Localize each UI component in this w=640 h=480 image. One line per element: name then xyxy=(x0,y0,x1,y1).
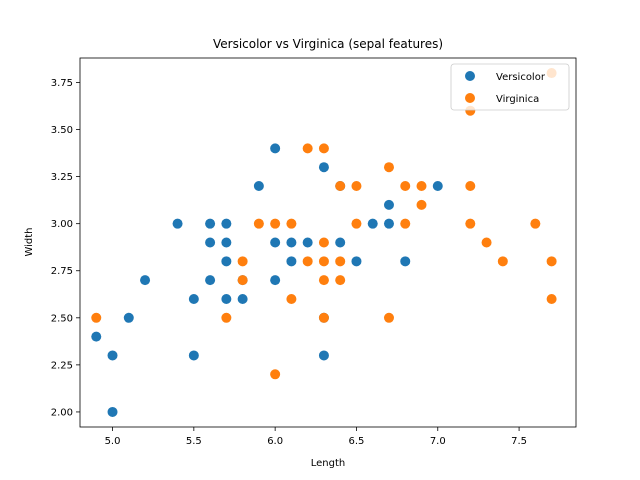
point-virginica xyxy=(546,293,557,304)
point-versicolor xyxy=(205,218,216,229)
point-versicolor xyxy=(286,256,297,267)
x-tick-label: 7.5 xyxy=(511,436,527,447)
y-axis-label: Width xyxy=(24,227,35,256)
point-virginica xyxy=(400,218,411,229)
legend-marker-versicolor xyxy=(465,71,475,81)
point-versicolor xyxy=(188,350,199,361)
point-versicolor xyxy=(286,237,297,248)
x-axis-label: Length xyxy=(311,458,346,469)
point-virginica xyxy=(335,275,346,286)
point-versicolor xyxy=(351,256,362,267)
point-versicolor xyxy=(432,181,443,192)
point-versicolor xyxy=(205,275,216,286)
point-versicolor xyxy=(253,181,264,192)
point-versicolor xyxy=(318,350,329,361)
legend-marker-virginica xyxy=(465,93,475,103)
point-versicolor xyxy=(318,162,329,173)
point-virginica xyxy=(416,181,427,192)
point-virginica xyxy=(91,312,102,323)
point-virginica xyxy=(318,143,329,154)
point-virginica xyxy=(270,369,281,380)
y-tick-label: 2.00 xyxy=(51,407,73,418)
point-virginica xyxy=(302,143,313,154)
y-tick-label: 2.25 xyxy=(51,360,73,371)
x-tick-label: 5.5 xyxy=(186,436,202,447)
point-versicolor xyxy=(221,218,232,229)
point-versicolor xyxy=(123,312,134,323)
y-tick-label: 2.75 xyxy=(51,266,73,277)
legend-label-virginica: Virginica xyxy=(496,94,539,105)
point-versicolor xyxy=(221,237,232,248)
point-versicolor xyxy=(107,350,118,361)
point-virginica xyxy=(465,218,476,229)
point-virginica xyxy=(400,181,411,192)
point-virginica xyxy=(270,218,281,229)
point-virginica xyxy=(351,218,362,229)
point-virginica xyxy=(481,237,492,248)
legend-label-versicolor: Versicolor xyxy=(496,72,546,83)
point-versicolor xyxy=(188,293,199,304)
point-versicolor xyxy=(221,293,232,304)
point-versicolor xyxy=(140,275,151,286)
point-versicolor xyxy=(270,237,281,248)
point-versicolor xyxy=(383,218,394,229)
point-versicolor xyxy=(270,275,281,286)
x-tick-label: 7.0 xyxy=(430,436,446,447)
point-virginica xyxy=(351,181,362,192)
point-versicolor xyxy=(270,143,281,154)
point-virginica xyxy=(465,181,476,192)
point-versicolor xyxy=(91,331,102,342)
point-versicolor xyxy=(383,199,394,210)
legend: Versicolor Virginica xyxy=(450,63,570,111)
x-axis-ticks: 5.0 5.5 6.0 6.5 7.0 7.5 xyxy=(105,427,527,447)
x-tick-label: 6.5 xyxy=(349,436,365,447)
x-tick-label: 6.0 xyxy=(267,436,283,447)
point-virginica xyxy=(237,275,248,286)
y-tick-label: 3.25 xyxy=(51,172,73,183)
point-virginica xyxy=(530,218,541,229)
point-virginica xyxy=(318,312,329,323)
point-virginica xyxy=(335,181,346,192)
point-virginica xyxy=(383,162,394,173)
point-virginica xyxy=(318,256,329,267)
y-tick-label: 3.75 xyxy=(51,78,73,89)
point-virginica xyxy=(416,199,427,210)
point-virginica xyxy=(318,237,329,248)
point-versicolor xyxy=(237,293,248,304)
x-tick-label: 5.0 xyxy=(105,436,121,447)
point-virginica xyxy=(286,293,297,304)
point-versicolor xyxy=(205,237,216,248)
point-virginica xyxy=(335,256,346,267)
point-virginica xyxy=(546,256,557,267)
point-virginica xyxy=(237,256,248,267)
point-versicolor xyxy=(367,218,378,229)
legend-box xyxy=(450,63,570,111)
point-versicolor xyxy=(221,256,232,267)
point-virginica xyxy=(302,256,313,267)
chart-title: Versicolor vs Virginica (sepal features) xyxy=(213,37,443,51)
point-versicolor xyxy=(107,406,118,417)
point-versicolor xyxy=(400,256,411,267)
y-tick-label: 3.50 xyxy=(51,125,73,136)
point-virginica xyxy=(253,218,264,229)
point-versicolor xyxy=(172,218,183,229)
point-virginica xyxy=(383,312,394,323)
point-versicolor xyxy=(302,237,313,248)
point-versicolor xyxy=(335,237,346,248)
y-tick-label: 2.50 xyxy=(51,313,73,324)
point-virginica xyxy=(286,218,297,229)
y-axis-ticks: 2.00 2.25 2.50 2.75 3.00 3.25 3.50 3.75 xyxy=(51,78,80,418)
point-virginica xyxy=(221,312,232,323)
point-virginica xyxy=(497,256,508,267)
y-tick-label: 3.00 xyxy=(51,219,73,230)
plot-frame xyxy=(79,57,577,428)
point-virginica xyxy=(318,275,329,286)
